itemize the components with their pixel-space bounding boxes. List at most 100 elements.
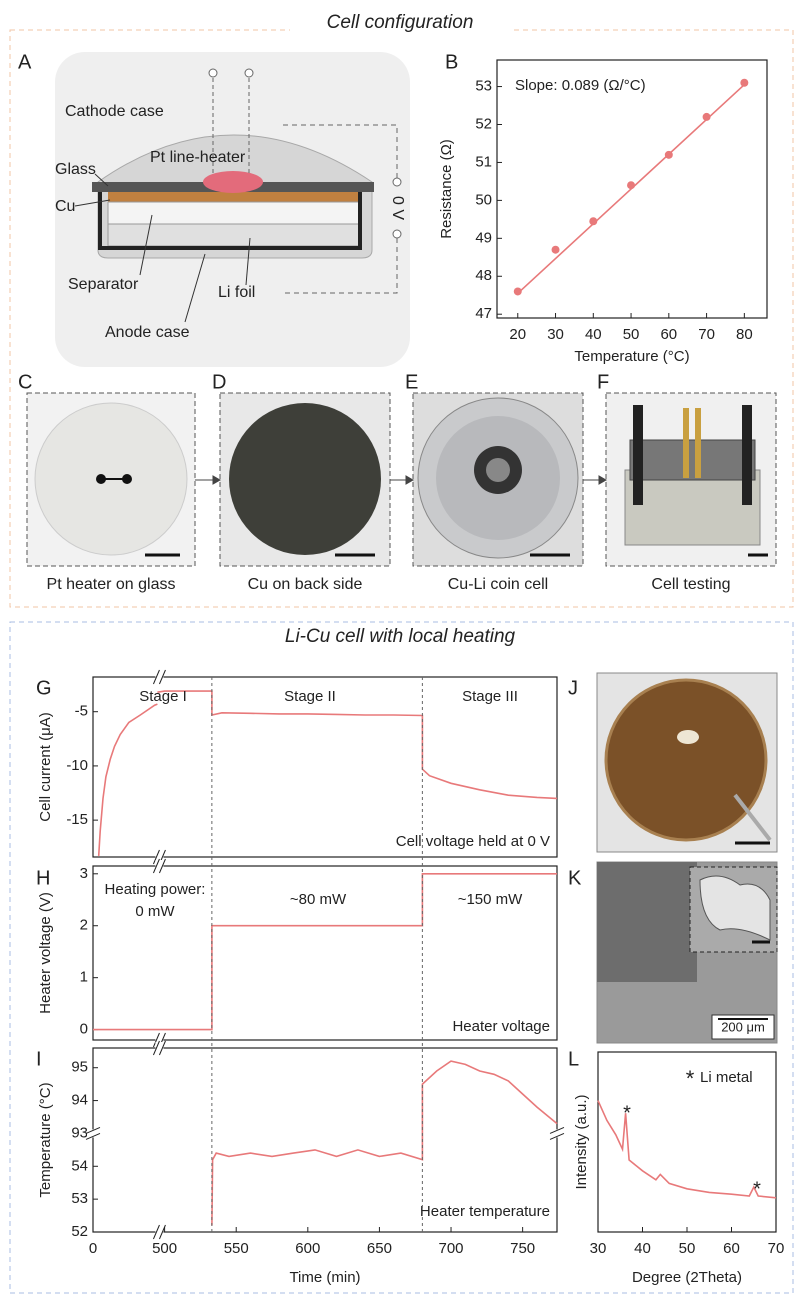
x-tick-label: 20 [509,326,526,343]
x-tick-label: 550 [224,1240,249,1257]
y-tick-label: 95 [71,1059,88,1076]
x-tick-label: 50 [679,1240,696,1257]
terminal [392,177,402,187]
y-tick-label: 54 [71,1157,88,1174]
axes-frame [496,59,768,319]
diagram-label: Pt line-heater [150,149,246,166]
axis-break [152,669,160,685]
photo-c [26,392,196,567]
panel-letter: F [597,371,609,393]
annotation: Heating power: [105,881,206,898]
annotation: Heater voltage [452,1018,550,1035]
heater [203,171,263,193]
annotation: Stage I [139,688,187,705]
terminal [392,229,402,239]
photo-f [605,392,777,567]
axis-break-gap [155,1226,164,1238]
scale-bar-label: 200 μm [721,1019,765,1034]
axis-break [152,1040,160,1056]
photo-e [412,392,584,567]
x-tick-label: 60 [723,1240,740,1257]
y-tick-label: 2 [80,917,88,934]
axis-break [85,1132,101,1140]
x-tick-label: 40 [585,326,602,343]
y-tick-label: 51 [475,153,492,170]
axis-break [152,858,160,874]
photo-caption: Pt heater on glass [47,576,176,593]
y-tick-label: 49 [475,229,492,246]
panel-letter: A [18,51,32,73]
section-frame [9,621,794,1294]
y-axis-label: Temperature (°C) [37,1082,54,1197]
anode-case [98,192,362,250]
terminal [244,68,254,78]
y-axis-label: Resistance (Ω) [438,139,455,239]
data-line [97,690,558,856]
x-tick-label: 0 [89,1240,97,1257]
axis-break-gap [155,671,164,683]
diagram-label: Separator [68,276,139,293]
x-tick-label: 70 [698,326,715,343]
x-tick-label: 40 [634,1240,651,1257]
li-foil [107,223,361,247]
leader-lines [74,173,251,323]
annotation: Stage II [284,688,336,705]
x-axis-label: Temperature (°C) [574,348,689,365]
axis-break [152,1032,160,1048]
separator [107,201,361,225]
data-line [211,1060,558,1226]
axes-frame [92,676,558,858]
axis-break [549,1126,565,1134]
annotation: * [753,1178,761,1200]
panel-letter: E [405,371,418,393]
section-title: Cell configuration [327,12,474,33]
y-tick-label: 53 [475,78,492,95]
data-point [702,112,711,121]
axis-break [158,1040,166,1056]
title-bg [260,624,540,650]
panel-letter: J [568,677,578,699]
y-tick-label: 52 [475,115,492,132]
data-point [589,217,598,226]
axis-break [85,1126,101,1134]
y-axis-label: Heater voltage (V) [37,892,54,1014]
x-tick-label: 80 [736,326,753,343]
x-axis-label: Degree (2Theta) [632,1269,742,1286]
x-tick-label: 60 [660,326,677,343]
axis-break [152,1224,160,1240]
y-axis-label: Cell current (μA) [37,712,54,822]
title-bg [290,10,510,36]
arrows [195,475,608,485]
panel-letter: C [18,371,32,393]
panel-letter: B [445,51,458,73]
data-point [551,245,560,254]
data-point [513,287,522,296]
x-tick-label: 50 [623,326,640,343]
panel-letter: H [36,867,50,889]
annotation: ~80 mW [290,891,347,908]
y-tick-label: 3 [80,865,88,882]
fit-line [517,84,745,294]
axis-break [158,669,166,685]
photo-caption: Cu-Li coin cell [448,576,548,593]
y-tick-label: 1 [80,969,88,986]
x-tick-label: 30 [547,326,564,343]
diagram-label: Anode case [105,324,190,341]
x-tick-label: 30 [590,1240,607,1257]
annotation: Stage III [462,688,518,705]
y-tick-label: 47 [475,305,492,322]
annotation: Li metal [700,1069,753,1086]
annotation: Slope: 0.089 (Ω/°C) [515,77,646,94]
diagram-label: Cathode case [65,103,164,120]
y-tick-label: -15 [66,811,88,828]
y-tick-label: 52 [71,1223,88,1240]
annotation: 0 mW [135,903,175,920]
panel-letter: L [568,1048,579,1070]
annotation: * [686,1066,695,1091]
annotation: Heater temperature [420,1203,550,1220]
x-tick-label: 750 [510,1240,535,1257]
annotation: ~150 mW [458,891,523,908]
axis-break [158,858,166,874]
